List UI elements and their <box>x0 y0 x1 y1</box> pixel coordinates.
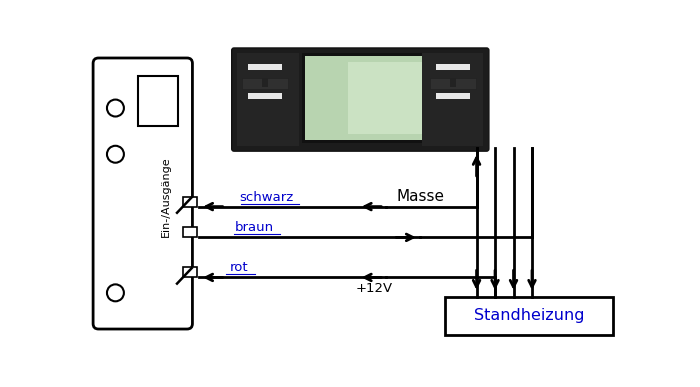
Bar <box>138 76 178 126</box>
Circle shape <box>107 146 124 163</box>
Text: +12V: +12V <box>356 282 393 295</box>
Text: schwarz: schwarz <box>239 190 293 204</box>
Text: braun: braun <box>235 221 274 234</box>
FancyBboxPatch shape <box>232 48 489 151</box>
Circle shape <box>107 284 124 301</box>
Text: Masse: Masse <box>396 188 444 204</box>
Bar <box>183 228 197 237</box>
Bar <box>248 64 281 70</box>
FancyBboxPatch shape <box>93 58 192 329</box>
Bar <box>449 78 456 87</box>
Text: Ein-/Ausgänge: Ein-/Ausgänge <box>161 156 172 237</box>
Bar <box>422 53 484 146</box>
Bar <box>183 197 197 207</box>
Bar <box>241 78 288 89</box>
Bar <box>248 93 281 99</box>
Bar <box>348 62 434 134</box>
Text: rot: rot <box>230 261 248 274</box>
Bar <box>430 78 476 89</box>
Circle shape <box>107 99 124 116</box>
Bar <box>302 53 438 144</box>
Bar <box>435 64 470 70</box>
Text: Standheizung: Standheizung <box>474 308 584 324</box>
Bar <box>435 93 470 99</box>
Bar <box>237 53 299 146</box>
Bar <box>262 78 268 87</box>
Bar <box>183 267 197 277</box>
Bar <box>445 297 613 335</box>
Bar <box>305 56 434 140</box>
